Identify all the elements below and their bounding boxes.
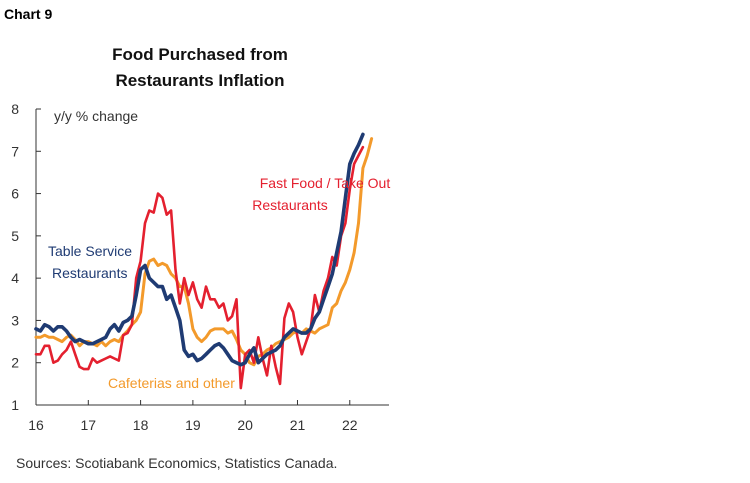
chart-title-line-2: Restaurants Inflation — [115, 71, 285, 90]
chart-title-line-1: Food Purchased from — [112, 45, 288, 64]
series-label: Fast Food / Take Out — [260, 175, 391, 191]
y-tick-label: 3 — [11, 312, 19, 328]
y-tick-label: 7 — [11, 143, 19, 159]
x-tick-label: 16 — [28, 417, 44, 433]
y-tick-label: 5 — [11, 228, 19, 244]
x-tick-label: 20 — [237, 417, 253, 433]
x-tick-label: 22 — [342, 417, 358, 433]
source-note: Sources: Scotiabank Economics, Statistic… — [16, 455, 338, 471]
series-line-fast-food-take-out-restaurants — [34, 145, 365, 390]
x-tick-label: 19 — [185, 417, 201, 433]
series-label: Table Service — [48, 243, 132, 259]
x-tick-label: 17 — [81, 417, 97, 433]
series-label: Restaurants — [52, 265, 127, 281]
series-label: Restaurants — [252, 197, 327, 213]
y-tick-label: 8 — [11, 101, 19, 117]
axes: 1 2 3 4 5 6 7 8 16 17 18 19 20 21 22 — [11, 101, 389, 433]
series-layer — [34, 132, 374, 390]
series-label: Cafeterias and other — [108, 375, 235, 391]
chart-number: Chart 9 — [4, 6, 53, 22]
series-line-table-service-restaurants — [34, 132, 365, 367]
x-tick-label: 21 — [290, 417, 306, 433]
y-axis-label: y/y % change — [54, 108, 138, 124]
y-tick-label: 4 — [11, 270, 19, 286]
series-labels: Cafeterias and other Fast Food / Take Out… — [48, 175, 390, 391]
y-tick-label: 2 — [11, 355, 19, 371]
y-tick-label: 6 — [11, 186, 19, 202]
x-tick-label: 18 — [133, 417, 149, 433]
y-tick-label: 1 — [11, 397, 19, 413]
